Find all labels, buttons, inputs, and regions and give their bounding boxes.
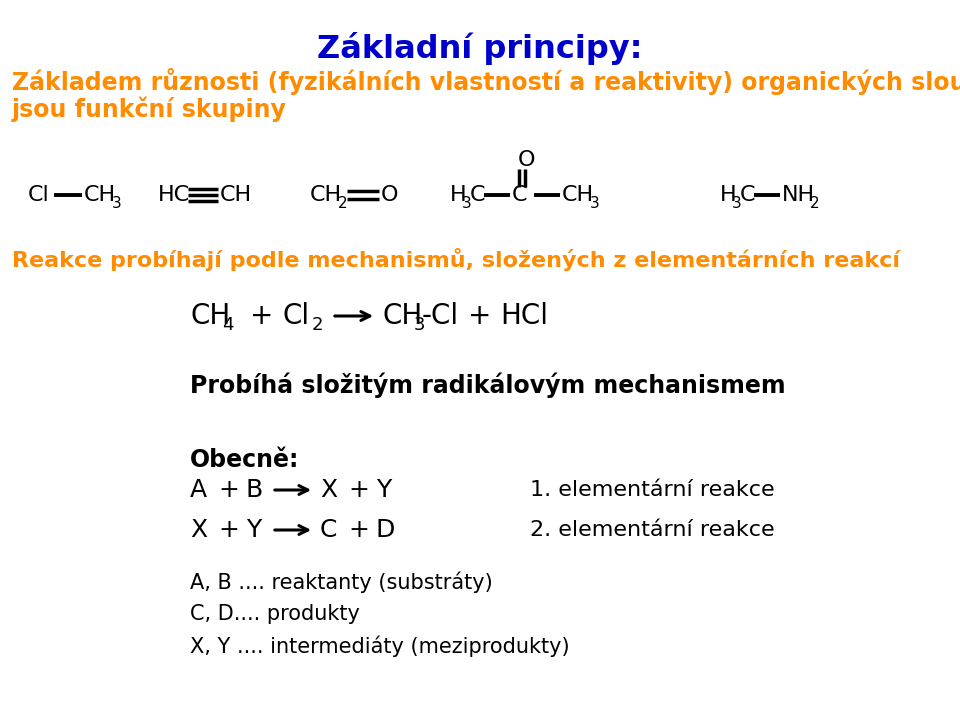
Text: CH: CH: [310, 185, 342, 205]
Text: B: B: [246, 478, 263, 502]
Text: C: C: [512, 185, 527, 205]
Text: 2: 2: [810, 195, 820, 211]
Text: +: +: [250, 302, 274, 330]
Text: CH: CH: [190, 302, 230, 330]
Text: C: C: [470, 185, 486, 205]
Text: Y: Y: [246, 518, 261, 542]
Text: -Cl: -Cl: [422, 302, 459, 330]
Text: Cl: Cl: [28, 185, 50, 205]
Text: X: X: [320, 478, 337, 502]
Text: CH: CH: [220, 185, 252, 205]
Text: +: +: [218, 478, 239, 502]
Text: 2: 2: [312, 316, 324, 334]
Text: jsou funkční skupiny: jsou funkční skupiny: [12, 96, 287, 122]
Text: C, D.... produkty: C, D.... produkty: [190, 604, 360, 624]
Text: HCl: HCl: [500, 302, 548, 330]
Text: H: H: [450, 185, 467, 205]
Text: 3: 3: [414, 316, 425, 334]
Text: C: C: [320, 518, 337, 542]
Text: 3: 3: [732, 195, 742, 211]
Text: O: O: [518, 150, 536, 170]
Text: Obecně:: Obecně:: [190, 448, 300, 472]
Text: HC: HC: [158, 185, 190, 205]
Text: 3: 3: [590, 195, 600, 211]
Text: 1. elementární reakce: 1. elementární reakce: [530, 480, 775, 500]
Text: Cl: Cl: [282, 302, 309, 330]
Text: +: +: [348, 518, 369, 542]
Text: X, Y .... intermediáty (meziprodukty): X, Y .... intermediáty (meziprodukty): [190, 635, 569, 657]
Text: +: +: [348, 478, 369, 502]
Text: +: +: [218, 518, 239, 542]
Text: O: O: [381, 185, 398, 205]
Text: 3: 3: [462, 195, 471, 211]
Text: Základem různosti (fyzikálních vlastností a reaktivity) organických sloučenin: Základem různosti (fyzikálních vlastnost…: [12, 68, 960, 95]
Text: CH: CH: [84, 185, 116, 205]
Text: NH: NH: [782, 185, 815, 205]
Text: 4: 4: [222, 316, 233, 334]
Text: Y: Y: [376, 478, 392, 502]
Text: CH: CH: [382, 302, 422, 330]
Text: +: +: [468, 302, 492, 330]
Text: 2: 2: [338, 195, 348, 211]
Text: A, B .... reaktanty (substráty): A, B .... reaktanty (substráty): [190, 571, 492, 593]
Text: A: A: [190, 478, 207, 502]
Text: 3: 3: [112, 195, 122, 211]
Text: X: X: [190, 518, 207, 542]
Text: Základní principy:: Základní principy:: [317, 32, 643, 65]
Text: D: D: [376, 518, 396, 542]
Text: C: C: [740, 185, 756, 205]
Text: CH: CH: [562, 185, 594, 205]
Text: Reakce probíhají podle mechanismů, složených z elementárních reakcí: Reakce probíhají podle mechanismů, slože…: [12, 248, 900, 271]
Text: H: H: [720, 185, 736, 205]
Text: 2. elementární reakce: 2. elementární reakce: [530, 520, 775, 540]
Text: Probíhá složitým radikálovým mechanismem: Probíhá složitým radikálovým mechanismem: [190, 372, 785, 397]
